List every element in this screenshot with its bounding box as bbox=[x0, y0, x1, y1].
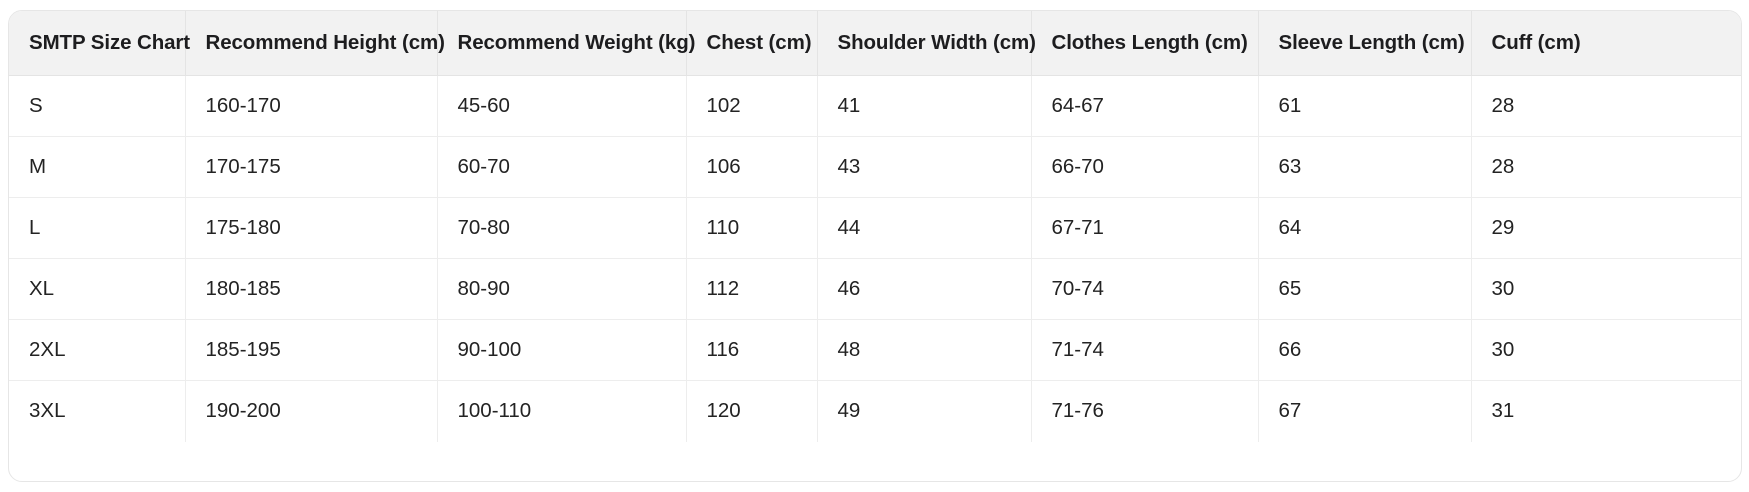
size-chart-container: SMTP Size Chart Recommend Height (cm) Re… bbox=[8, 10, 1742, 482]
cell-shoulder: 41 bbox=[817, 75, 1032, 137]
cell-weight: 90-100 bbox=[437, 319, 687, 381]
table-row: XL 180-185 80-90 112 46 70-74 65 30 bbox=[9, 258, 1741, 320]
cell-sleeve-length: 65 bbox=[1258, 258, 1472, 320]
column-header-clothes-length: Clothes Length (cm) bbox=[1031, 11, 1259, 76]
column-header-shoulder-width: Shoulder Width (cm) bbox=[817, 11, 1036, 76]
cell-weight: 100-110 bbox=[437, 380, 687, 442]
cell-clothes-length: 67-71 bbox=[1031, 197, 1259, 259]
cell-size: 2XL bbox=[9, 319, 186, 381]
cell-size: XL bbox=[9, 258, 186, 320]
cell-shoulder: 46 bbox=[817, 258, 1032, 320]
cell-weight: 60-70 bbox=[437, 136, 687, 198]
table-row: L 175-180 70-80 110 44 67-71 64 29 bbox=[9, 197, 1741, 259]
cell-weight: 80-90 bbox=[437, 258, 687, 320]
column-header-sleeve-length: Sleeve Length (cm) bbox=[1258, 11, 1472, 76]
column-header-size: SMTP Size Chart bbox=[9, 11, 190, 76]
table-row: 2XL 185-195 90-100 116 48 71-74 66 30 bbox=[9, 319, 1741, 381]
cell-height: 185-195 bbox=[185, 319, 438, 381]
cell-clothes-length: 64-67 bbox=[1031, 75, 1259, 137]
column-header-chest: Chest (cm) bbox=[686, 11, 818, 76]
cell-height: 180-185 bbox=[185, 258, 438, 320]
size-chart-table: SMTP Size Chart Recommend Height (cm) Re… bbox=[9, 11, 1741, 442]
cell-clothes-length: 71-74 bbox=[1031, 319, 1259, 381]
cell-height: 190-200 bbox=[185, 380, 438, 442]
cell-chest: 106 bbox=[686, 136, 818, 198]
table-body: S 160-170 45-60 102 41 64-67 61 28 M 170… bbox=[9, 75, 1741, 442]
cell-cuff: 31 bbox=[1471, 380, 1741, 442]
column-header-recommend-weight: Recommend Weight (kg) bbox=[437, 11, 695, 76]
cell-height: 175-180 bbox=[185, 197, 438, 259]
cell-size: 3XL bbox=[9, 380, 186, 442]
column-header-recommend-height: Recommend Height (cm) bbox=[185, 11, 445, 76]
cell-size: L bbox=[9, 197, 186, 259]
cell-cuff: 29 bbox=[1471, 197, 1741, 259]
cell-sleeve-length: 67 bbox=[1258, 380, 1472, 442]
cell-chest: 116 bbox=[686, 319, 818, 381]
column-header-cuff: Cuff (cm) bbox=[1471, 11, 1741, 76]
cell-chest: 110 bbox=[686, 197, 818, 259]
header-row: SMTP Size Chart Recommend Height (cm) Re… bbox=[9, 11, 1741, 76]
cell-shoulder: 48 bbox=[817, 319, 1032, 381]
cell-clothes-length: 71-76 bbox=[1031, 380, 1259, 442]
table-row: S 160-170 45-60 102 41 64-67 61 28 bbox=[9, 75, 1741, 137]
cell-weight: 70-80 bbox=[437, 197, 687, 259]
cell-clothes-length: 66-70 bbox=[1031, 136, 1259, 198]
table-header: SMTP Size Chart Recommend Height (cm) Re… bbox=[9, 11, 1741, 76]
cell-size: M bbox=[9, 136, 186, 198]
table-row: M 170-175 60-70 106 43 66-70 63 28 bbox=[9, 136, 1741, 198]
cell-chest: 120 bbox=[686, 380, 818, 442]
cell-sleeve-length: 66 bbox=[1258, 319, 1472, 381]
table-row: 3XL 190-200 100-110 120 49 71-76 67 31 bbox=[9, 380, 1741, 442]
cell-size: S bbox=[9, 75, 186, 137]
cell-chest: 112 bbox=[686, 258, 818, 320]
cell-chest: 102 bbox=[686, 75, 818, 137]
cell-sleeve-length: 64 bbox=[1258, 197, 1472, 259]
cell-cuff: 28 bbox=[1471, 75, 1741, 137]
cell-shoulder: 43 bbox=[817, 136, 1032, 198]
cell-cuff: 30 bbox=[1471, 319, 1741, 381]
cell-shoulder: 44 bbox=[817, 197, 1032, 259]
cell-clothes-length: 70-74 bbox=[1031, 258, 1259, 320]
cell-sleeve-length: 61 bbox=[1258, 75, 1472, 137]
cell-shoulder: 49 bbox=[817, 380, 1032, 442]
cell-cuff: 28 bbox=[1471, 136, 1741, 198]
cell-height: 170-175 bbox=[185, 136, 438, 198]
cell-weight: 45-60 bbox=[437, 75, 687, 137]
cell-cuff: 30 bbox=[1471, 258, 1741, 320]
cell-height: 160-170 bbox=[185, 75, 438, 137]
cell-sleeve-length: 63 bbox=[1258, 136, 1472, 198]
